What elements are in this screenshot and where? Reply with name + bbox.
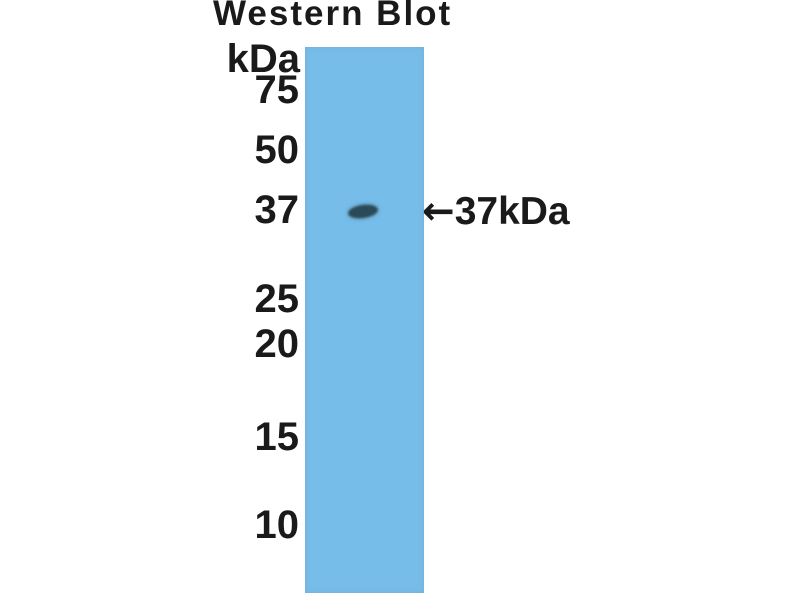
marker-10: 10 [254,503,300,547]
band-annotation-label: 37kDa [454,190,570,233]
protein-band [347,202,379,221]
unit-label: kDa [226,37,300,81]
marker-37: 37 [254,188,300,232]
left-arrow-icon: ← [422,189,455,234]
marker-20: 20 [254,322,300,366]
figure-title: Western Blot [213,0,453,33]
blot-lane [305,47,424,593]
marker-50: 50 [254,128,300,172]
marker-25: 25 [254,277,300,321]
band-annotation: ← 37kDa [422,192,570,232]
marker-75: 75 [254,68,300,112]
marker-15: 15 [254,415,300,459]
